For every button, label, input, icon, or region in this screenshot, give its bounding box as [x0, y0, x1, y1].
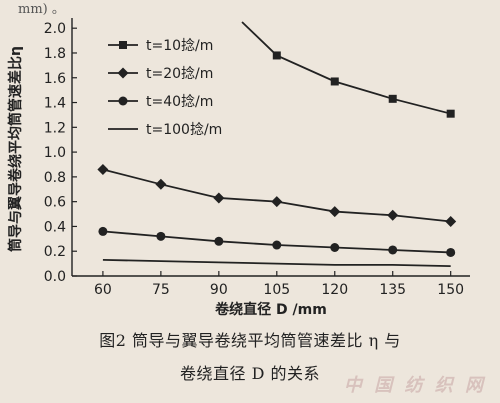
- line-chart: 0.0 0.2 0.4 0.6 0.8 1.0 1.2 1.4 1.6 1.8 2.0 60 75 90 1…: [7, 18, 470, 318]
- y-tick-label: 2.0: [44, 21, 66, 37]
- x-tick-label: 105: [263, 282, 290, 298]
- y-tick-label: 0.0: [44, 269, 66, 285]
- y-tick-label: 1.4: [44, 96, 66, 112]
- y-axis-label: 筒导与翼导卷绕平均筒管速差比η: [7, 46, 24, 252]
- y-tick-label: 0.6: [44, 195, 66, 211]
- series-2-point: [97, 163, 109, 175]
- figure-caption-line-2: 卷绕直径 D 的关系: [179, 364, 320, 383]
- legend-label-4: t=100捻/m: [146, 122, 222, 138]
- series-1-point: [272, 51, 281, 60]
- y-tick-label: 1.2: [44, 120, 66, 136]
- series-3-point: [272, 240, 282, 250]
- series-1-point: [330, 77, 339, 86]
- legend-label-2: t=20捻/m: [146, 66, 213, 82]
- y-tick-label: 1.6: [44, 71, 66, 87]
- watermark: 中 国 纺 织 网: [343, 375, 486, 396]
- series-3-point: [446, 247, 456, 257]
- x-tick-label: 150: [437, 282, 464, 298]
- series-line-4: [102, 258, 451, 267]
- figure-caption-line-1: 图2 筒导与翼导卷绕平均筒管速差比 η 与: [99, 331, 401, 350]
- legend-marker-1: [119, 41, 127, 49]
- series-3-point: [98, 226, 108, 236]
- legend-marker-3: [118, 96, 128, 106]
- y-tick-label: 0.8: [44, 170, 66, 186]
- series-2-point: [213, 192, 225, 204]
- top-bleed-text: mm) 。: [18, 2, 65, 17]
- legend-marker-2: [117, 67, 129, 79]
- series-2-point: [155, 178, 167, 190]
- y-tick-label: 0.4: [44, 219, 66, 235]
- series-3-point: [388, 245, 398, 255]
- series-line-2: [102, 168, 451, 223]
- series-1-point: [446, 109, 455, 118]
- series-2-point: [445, 215, 457, 227]
- y-tick-label: 1.8: [44, 46, 66, 62]
- series-3-point: [156, 231, 166, 241]
- x-tick-label: 90: [210, 282, 228, 298]
- series-2-point: [387, 209, 399, 221]
- series-2-point: [329, 206, 341, 218]
- x-tick-label: 75: [152, 282, 170, 298]
- x-tick-label: 60: [94, 282, 112, 298]
- y-tick-label: 0.2: [44, 244, 66, 260]
- legend-label-3: t=40捻/m: [146, 94, 213, 110]
- x-tick-label: 135: [379, 282, 406, 298]
- x-tick-label: 120: [321, 282, 348, 298]
- series-2-point: [271, 196, 283, 208]
- series-line-1: [241, 21, 451, 115]
- series-3-point: [214, 236, 224, 246]
- x-axis-label: 卷绕直径 D /mm: [214, 301, 327, 318]
- legend-label-1: t=10捻/m: [146, 38, 213, 54]
- series-1-point: [388, 94, 397, 103]
- series-3-point: [330, 243, 340, 253]
- y-tick-label: 1.0: [44, 145, 66, 161]
